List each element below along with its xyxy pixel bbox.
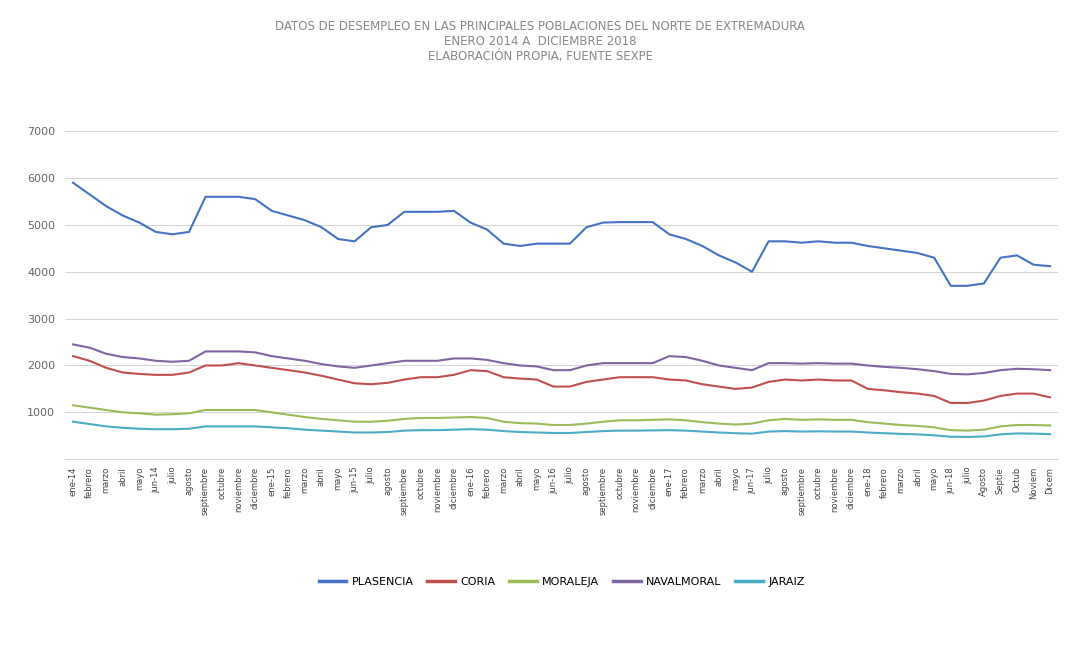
- Legend: PLASENCIA, CORIA, MORALEJA, NAVALMORAL, JARAIZ: PLASENCIA, CORIA, MORALEJA, NAVALMORAL, …: [314, 573, 809, 592]
- MORALEJA: [961, 426, 974, 434]
- MORALEJA: [679, 417, 692, 424]
- Line: PLASENCIA: PLASENCIA: [73, 183, 1050, 286]
- MORALEJA: [67, 401, 80, 409]
- CORIA: [348, 379, 361, 387]
- MORALEJA: [315, 415, 328, 423]
- NAVALMORAL: [1043, 366, 1056, 374]
- CORIA: [397, 376, 410, 384]
- PLASENCIA: [397, 208, 410, 216]
- JARAIZ: [67, 418, 80, 426]
- PLASENCIA: [679, 235, 692, 243]
- MORALEJA: [381, 417, 394, 424]
- JARAIZ: [397, 426, 410, 434]
- NAVALMORAL: [381, 359, 394, 367]
- CORIA: [1043, 394, 1056, 401]
- NAVALMORAL: [679, 353, 692, 361]
- Line: CORIA: CORIA: [73, 356, 1050, 403]
- Line: JARAIZ: JARAIZ: [73, 422, 1050, 437]
- JARAIZ: [348, 428, 361, 436]
- NAVALMORAL: [67, 340, 80, 348]
- Line: NAVALMORAL: NAVALMORAL: [73, 344, 1050, 375]
- CORIA: [381, 379, 394, 387]
- NAVALMORAL: [315, 360, 328, 368]
- NAVALMORAL: [397, 357, 410, 365]
- MORALEJA: [1043, 422, 1056, 430]
- PLASENCIA: [1043, 262, 1056, 270]
- PLASENCIA: [348, 237, 361, 245]
- Text: DATOS DE DESEMPLEO EN LAS PRINCIPALES POBLACIONES DEL NORTE DE EXTREMADURA
ENERO: DATOS DE DESEMPLEO EN LAS PRINCIPALES PO…: [275, 20, 805, 63]
- JARAIZ: [679, 426, 692, 434]
- PLASENCIA: [944, 282, 957, 290]
- MORALEJA: [348, 418, 361, 426]
- JARAIZ: [315, 426, 328, 434]
- JARAIZ: [232, 422, 245, 430]
- CORIA: [315, 372, 328, 380]
- JARAIZ: [961, 433, 974, 441]
- JARAIZ: [381, 428, 394, 436]
- NAVALMORAL: [232, 348, 245, 356]
- CORIA: [679, 377, 692, 384]
- NAVALMORAL: [348, 364, 361, 372]
- Line: MORALEJA: MORALEJA: [73, 405, 1050, 430]
- CORIA: [232, 359, 245, 367]
- JARAIZ: [1043, 430, 1056, 438]
- MORALEJA: [397, 415, 410, 423]
- CORIA: [67, 352, 80, 360]
- MORALEJA: [232, 406, 245, 414]
- NAVALMORAL: [961, 371, 974, 379]
- PLASENCIA: [232, 193, 245, 201]
- PLASENCIA: [315, 223, 328, 231]
- CORIA: [944, 399, 957, 407]
- PLASENCIA: [67, 179, 80, 187]
- PLASENCIA: [381, 221, 394, 229]
